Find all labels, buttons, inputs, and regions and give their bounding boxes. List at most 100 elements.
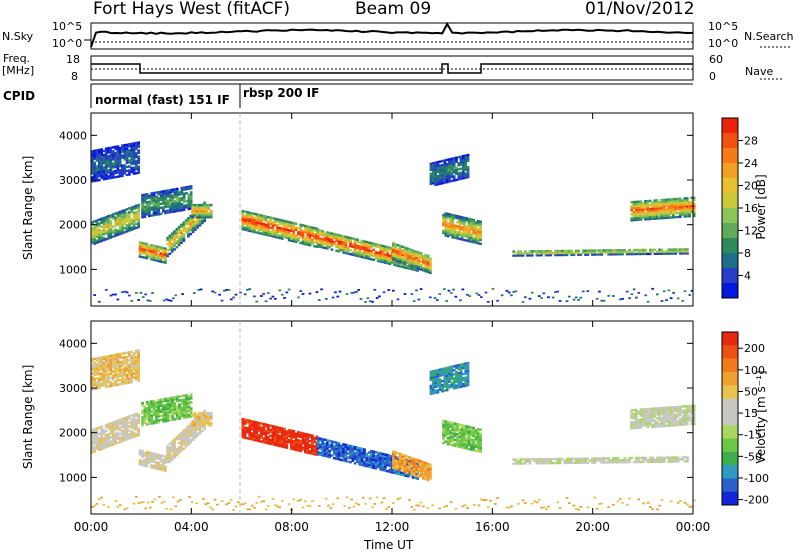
echo-cell <box>100 429 103 433</box>
echo-cell <box>177 229 181 233</box>
echo-cell <box>476 450 480 453</box>
echo-cell <box>396 260 400 263</box>
echo-cell <box>173 404 177 407</box>
ground-scatter-cell <box>148 300 152 302</box>
ground-scatter-cell <box>181 293 184 295</box>
echo-cell <box>135 145 138 149</box>
echo-cell <box>376 255 380 259</box>
echo-cell <box>319 241 322 244</box>
echo-cell <box>125 218 129 221</box>
echo-cell <box>426 260 430 264</box>
echo-cell <box>674 203 677 207</box>
echo-cell <box>353 244 357 247</box>
echo-cell <box>248 221 252 224</box>
echo-cell <box>255 439 259 442</box>
echo-cell <box>202 216 206 219</box>
echo-cell <box>132 419 136 422</box>
echo-cell <box>100 364 103 367</box>
echo-cell <box>415 468 418 471</box>
echo-cell <box>182 204 186 207</box>
echo-cell <box>397 472 401 476</box>
echo-cell <box>367 241 371 244</box>
echo-cell <box>95 433 99 436</box>
echo-cell <box>381 466 385 470</box>
echo-cell <box>649 250 652 254</box>
echo-cell <box>445 370 449 374</box>
echo-cell <box>93 434 96 437</box>
echo-cell <box>128 173 131 176</box>
echo-cell <box>248 419 252 422</box>
echo-cell <box>323 450 327 454</box>
echo-cell <box>360 255 364 259</box>
ground-scatter-cell <box>540 297 543 299</box>
ground-scatter-cell <box>104 289 108 291</box>
echo-cell <box>203 203 206 206</box>
echo-cell <box>637 200 640 203</box>
echo-cell <box>155 417 158 420</box>
echo-cell <box>173 398 177 401</box>
echo-cell <box>530 250 534 253</box>
ground-scatter-cell <box>137 299 140 301</box>
echo-cell <box>137 169 140 172</box>
echo-cell <box>641 216 645 219</box>
echo-cell <box>182 225 186 228</box>
echo-cell <box>271 431 275 434</box>
echo-cell <box>290 435 293 438</box>
echo-cell <box>662 206 666 210</box>
echo-cell <box>644 250 648 254</box>
echo-cell <box>464 164 468 167</box>
echo-cell <box>168 240 172 243</box>
echo-cell <box>97 368 101 372</box>
echo-cell <box>612 253 615 256</box>
echo-cell <box>623 249 627 252</box>
echo-cell <box>456 235 459 238</box>
echo-cell <box>326 443 329 446</box>
echo-cell <box>262 229 265 232</box>
echo-cell <box>396 452 400 455</box>
echo-cell <box>147 455 151 458</box>
echo-cell <box>591 249 594 252</box>
echo-cell <box>376 245 380 249</box>
echo-cell <box>316 228 320 232</box>
echo-cell <box>360 461 364 465</box>
echo-cell <box>344 457 348 461</box>
echo-cell <box>451 226 455 229</box>
echo-cell <box>276 236 279 239</box>
echo-cell <box>283 219 286 223</box>
echo-cell <box>311 240 314 243</box>
echo-cell <box>175 417 179 421</box>
echo-cell <box>93 371 96 375</box>
echo-cell <box>107 227 110 230</box>
echo-cell <box>111 146 115 149</box>
echo-cell <box>463 436 466 440</box>
echo-cell <box>651 205 654 208</box>
echo-cell <box>135 155 138 159</box>
echo-cell <box>159 246 163 249</box>
echo-cell <box>180 190 184 194</box>
echo-cell <box>241 218 245 221</box>
echo-cell <box>554 251 557 255</box>
echo-cell <box>166 399 170 402</box>
echo-cell <box>456 233 459 236</box>
echo-cell <box>306 227 309 230</box>
echo-cell <box>93 165 96 169</box>
echo-cell <box>443 369 447 372</box>
echo-cell <box>470 432 473 435</box>
echo-cell <box>116 223 120 226</box>
echo-cell <box>191 428 195 431</box>
echo-cell <box>128 211 131 214</box>
echo-cell <box>189 434 193 438</box>
echo-cell <box>207 203 211 207</box>
echo-cell <box>669 248 673 251</box>
echo-cell <box>143 215 147 218</box>
echo-cell <box>450 179 454 183</box>
echo-cell <box>202 420 206 423</box>
echo-cell <box>169 407 172 410</box>
echo-cell <box>121 429 124 433</box>
echo-cell <box>458 445 462 449</box>
echo-cell <box>141 424 144 427</box>
echo-cell <box>135 212 138 216</box>
echo-cell <box>241 222 245 225</box>
echo-cell <box>147 453 151 456</box>
echo-cell <box>125 377 129 381</box>
